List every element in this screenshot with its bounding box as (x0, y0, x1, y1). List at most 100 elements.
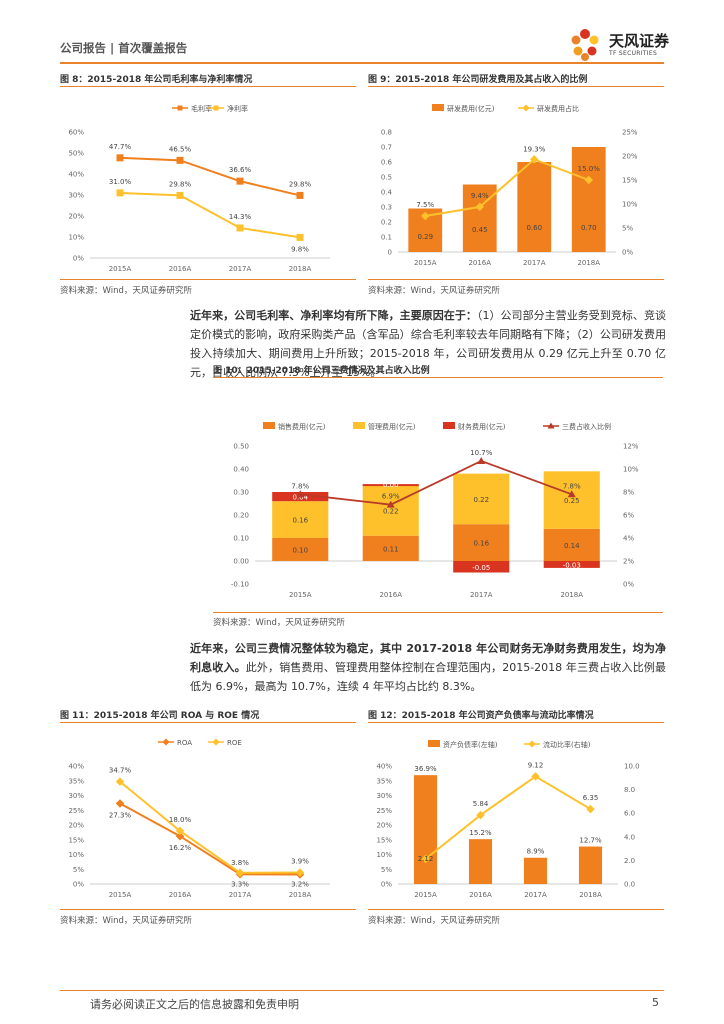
y-tick-label: 40% (376, 763, 392, 771)
line-value-label: 18.0% (169, 816, 192, 824)
line-value-label: 27.3% (109, 811, 132, 819)
data-point (296, 490, 305, 498)
fig9-rule (368, 86, 664, 87)
y2-tick-label: 4.0 (624, 833, 635, 841)
fig8-chart: 毛利率 净利率 0% 10% 20% 30% 40% 50% 60% 2015A 2016A 2017… (68, 104, 330, 273)
bar-2 (453, 561, 510, 573)
legend-marker-1 (522, 104, 530, 112)
y2-tick-label: 8% (623, 489, 634, 497)
x-tick-label: 2018A (577, 259, 600, 267)
series-line-0 (425, 158, 590, 217)
y2-tick-label: 2% (623, 558, 634, 566)
x-tick-label: 2017A (229, 265, 252, 273)
y-tick-label: 0.5 (381, 174, 392, 182)
fig12-rule (368, 722, 664, 723)
y2-tick-label: 25% (622, 129, 638, 137)
line-value-label: 3.9% (291, 857, 309, 865)
x-tick-label: 2017A (524, 891, 547, 899)
series-line-0 (119, 156, 301, 197)
legend-label-1: 净利率 (227, 104, 248, 113)
paragraph-expenses-lead: 近年来，公司三费情况整体较为稳定，其中 2017-2018 年公司财务无净财务费… (190, 642, 666, 674)
line-value-label: 9.4% (471, 192, 489, 200)
fig10-title: 图 10：2015-2018 年公司三费情况及其占收入比例 (213, 366, 430, 376)
legend-label-1: 管理费用(亿元) (368, 422, 416, 431)
x-tick-label: 2016A (169, 891, 192, 899)
bar-2 (362, 484, 419, 487)
brand-emblem-icon (571, 29, 599, 61)
bar-0 (362, 535, 419, 561)
fig12-source: 资料来源：Wind，天风证券研究所 (368, 916, 500, 926)
data-point (176, 156, 184, 164)
y-tick-label: 0.50 (233, 443, 249, 451)
y2-tick-label: 0% (623, 581, 634, 589)
bar-value-label: 0.00 (383, 481, 399, 489)
bar-value-label: -0.05 (472, 564, 490, 572)
bar-value-label: 0.16 (473, 540, 489, 548)
data-point (477, 456, 486, 464)
legend-label-2: 财务费用(亿元) (458, 422, 506, 431)
data-point (115, 799, 125, 808)
bar-0 (543, 528, 600, 561)
y2-tick-label: 0% (622, 249, 633, 257)
fig9-chart: 研发费用(亿元) 研发费用占比 0 0.1 0.2 0.3 0.4 0.5 0.6 0.7 0.8 0… (381, 104, 638, 267)
data-point (476, 810, 485, 820)
y-tick-label: 0.2 (381, 219, 392, 227)
series-line-0 (300, 459, 573, 506)
data-point (386, 500, 395, 508)
legend-marker-1 (212, 738, 220, 746)
data-point (236, 177, 244, 185)
bar-1 (272, 501, 329, 538)
y-tick-label: 0% (381, 881, 392, 889)
line-value-label: 6.35 (583, 794, 599, 802)
bar-0 (413, 775, 438, 884)
y-tick-label: 5% (381, 866, 392, 874)
data-point (176, 191, 184, 199)
y-tick-label: 0 (388, 249, 392, 257)
line-value-label: 15.0% (578, 165, 601, 173)
bar-1 (543, 471, 600, 529)
y-tick-label: 0.10 (233, 535, 249, 543)
line-value-label: 9.8% (291, 245, 309, 253)
footer-rule (60, 990, 664, 991)
data-point (421, 211, 430, 221)
bar-0 (523, 857, 548, 884)
brand-logo: 天风证券 TF SECURITIES (565, 24, 675, 64)
series-line-0 (424, 775, 592, 860)
bar-value-label: 0.60 (526, 224, 542, 232)
bar-1 (453, 473, 510, 525)
line-value-label: 14.3% (229, 213, 252, 221)
y-tick-label: 20% (376, 822, 392, 830)
legend-swatch-0 (432, 104, 444, 111)
paragraph-margins-body: （1）公司部分主营业务受到竞标、竞谈定价模式的影响，政府采购类产品（含军品）综合… (190, 309, 666, 379)
y-tick-label: 15% (376, 836, 392, 844)
x-tick-label: 2015A (289, 591, 312, 599)
x-tick-label: 2017A (523, 259, 546, 267)
line-value-label: 36.6% (229, 166, 252, 174)
legend-swatch-0 (428, 740, 440, 747)
line-value-label: 16.2% (169, 844, 192, 852)
paragraph-expenses-body: 此外，销售费用、管理费用整体控制在合理范围内，2015-2018 年三费占收入比… (190, 661, 666, 693)
y2-tick-label: 15% (622, 177, 638, 185)
bar-value-label: 0.11 (383, 545, 399, 553)
y-tick-label: 30% (68, 792, 84, 800)
bar-0 (578, 846, 603, 884)
y-tick-label: 0.7 (381, 144, 392, 152)
x-tick-label: 2015A (414, 259, 437, 267)
report-type: 公司报告 | 首次覆盖报告 (60, 41, 188, 55)
legend-label-0: 销售费用(亿元) (278, 422, 326, 431)
y-tick-label: 0.30 (233, 489, 249, 497)
bar-value-label: -0.03 (563, 561, 581, 569)
y2-tick-label: 12% (623, 443, 639, 451)
legend-label-3: 三费占收入比例 (562, 422, 611, 431)
legend-label-1: 流动比率(右轴) (543, 740, 591, 749)
legend-label-0: 资产负债率(左轴) (443, 740, 498, 749)
brand-name: 天风证券 (609, 32, 670, 50)
line-value-label: 3.3% (231, 880, 249, 888)
line-value-label: 9.12 (528, 761, 544, 769)
y2-tick-label: 4% (623, 535, 634, 543)
fig9-title: 图 9：2015-2018 年公司研发费用及其占收入的比例 (368, 75, 588, 85)
data-point (295, 868, 305, 877)
data-point (175, 831, 185, 841)
y-tick-label: 0.6 (381, 159, 393, 167)
bar-0 (517, 162, 552, 252)
